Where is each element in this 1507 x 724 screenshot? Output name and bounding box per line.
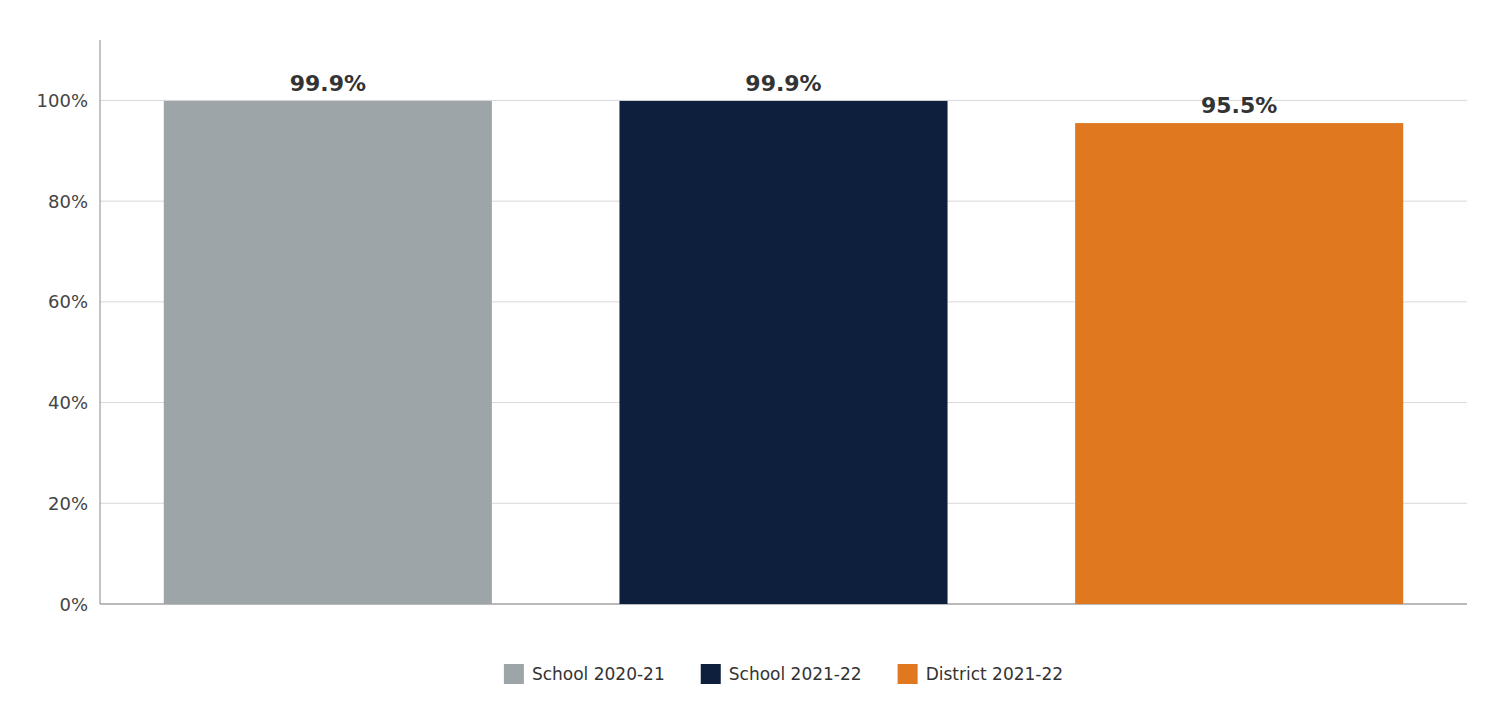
legend-item: School 2020-21 xyxy=(504,664,665,684)
data-label: 99.9% xyxy=(745,71,821,96)
y-ticks: 0% 20% 40% 60% 80% 100% xyxy=(37,90,88,615)
y-tick-label: 80% xyxy=(48,191,88,212)
chart-container: 0% 20% 40% 60% 80% 100% 99.9% 99.9% 95.5% School … xyxy=(0,0,1507,724)
legend-item: School 2021-22 xyxy=(701,664,862,684)
grid xyxy=(100,100,1467,604)
plot-area: 0% 20% 40% 60% 80% 100% 99.9% 99.9% 95.5% xyxy=(37,40,1467,615)
legend-swatch xyxy=(701,664,721,684)
bar xyxy=(1075,123,1403,604)
y-tick-label: 60% xyxy=(48,291,88,312)
y-tick-label: 100% xyxy=(37,90,88,111)
background xyxy=(0,0,1507,724)
legend-item: District 2021-22 xyxy=(898,664,1064,684)
legend-label: School 2021-22 xyxy=(729,664,862,684)
y-tick-label: 20% xyxy=(48,493,88,514)
y-tick-label: 40% xyxy=(48,392,88,413)
y-axis-line xyxy=(100,40,101,604)
legend: School 2020-21 School 2021-22 District 202… xyxy=(504,664,1063,684)
legend-label: District 2021-22 xyxy=(926,664,1064,684)
chart: 0% 20% 40% 60% 80% 100% 99.9% 99.9% 95.5% School … xyxy=(0,0,1507,724)
legend-swatch xyxy=(898,664,918,684)
legend-label: School 2020-21 xyxy=(532,664,665,684)
data-labels: 99.9% 99.9% 95.5% xyxy=(290,71,1278,118)
legend-swatch xyxy=(504,664,524,684)
bar xyxy=(164,101,492,604)
y-tick-label: 0% xyxy=(59,594,88,615)
data-label: 95.5% xyxy=(1201,93,1277,118)
bars xyxy=(164,101,1403,604)
data-label: 99.9% xyxy=(290,71,366,96)
bar xyxy=(619,101,947,604)
